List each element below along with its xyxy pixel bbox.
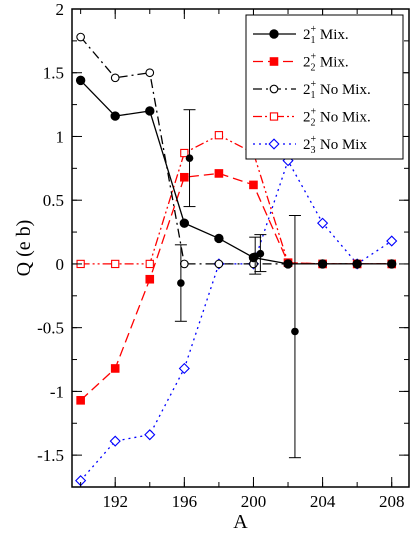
data-point (76, 32, 85, 42)
data-point (109, 435, 121, 447)
error-bar-point (174, 244, 187, 322)
y-axis-label: Q (e b) (13, 220, 35, 277)
error-bar-point (254, 234, 267, 273)
error-bar-point (288, 214, 301, 459)
data-point (180, 172, 189, 182)
data-point (386, 235, 398, 247)
data-point (111, 259, 120, 269)
data-point (283, 259, 293, 269)
legend-label: 22+ Mix. (303, 52, 349, 74)
x-axis-label: A (233, 511, 248, 533)
legend-entry: 22+ Mix. (253, 52, 349, 74)
experimental-point (256, 249, 265, 258)
error-bar-point (183, 109, 196, 208)
data-point (214, 169, 224, 178)
x-tick-label: 208 (379, 492, 405, 511)
x-tick-label: 200 (241, 492, 267, 511)
experimental-point (185, 154, 194, 162)
data-point (179, 259, 189, 269)
data-point (144, 429, 156, 441)
legend-label: 22+ No Mix. (303, 107, 371, 129)
legend-label: 21+ Mix. (303, 24, 349, 46)
series-line (80, 79, 392, 265)
data-point (75, 75, 86, 86)
legend: 21+ Mix. 22+ Mix. 21+ No Mix. 22+ No Mix. 23… (245, 14, 404, 160)
data-point (145, 274, 155, 284)
legend-marker (269, 84, 279, 94)
legend-label: 23+ No Mix (303, 134, 367, 156)
data-point (110, 364, 120, 373)
y-tick-label: -1.5 (37, 446, 64, 465)
data-point (214, 131, 224, 140)
experimental-point (177, 279, 185, 287)
x-tick-label: 192 (102, 492, 128, 511)
legend-marker (268, 138, 280, 150)
x-tick-label: 196 (172, 492, 198, 511)
legend-marker (269, 57, 279, 66)
plot-frame (71, 8, 410, 488)
legend-marker (269, 112, 279, 121)
y-tick-label: 0.5 (43, 191, 64, 210)
y-tick-label: -1 (50, 382, 64, 401)
data-point (214, 233, 224, 244)
legend-entry: 23+ No Mix (253, 134, 367, 156)
data-point (387, 259, 397, 269)
data-point (317, 259, 328, 269)
data-point (180, 148, 189, 158)
data-point (110, 73, 120, 83)
y-tick-label: 1.5 (43, 64, 64, 83)
series-line (80, 159, 393, 482)
y-tick-label: -0.5 (37, 319, 64, 338)
data-point (145, 259, 154, 269)
legend-entry: 21+ No Mix. (253, 79, 371, 101)
x-tick-label: 204 (310, 492, 336, 511)
data-point (145, 68, 155, 78)
data-point (249, 180, 258, 190)
error-bar-point (249, 236, 262, 275)
y-tick-label: 0 (56, 255, 65, 274)
legend-entry: 22+ No Mix. (253, 107, 371, 129)
data-point (76, 396, 85, 405)
data-point (317, 217, 329, 229)
y-tick-label: 2 (56, 0, 65, 19)
data-point (352, 259, 362, 269)
data-point (178, 362, 190, 375)
data-point (145, 106, 155, 116)
error-bars (174, 109, 301, 459)
experimental-point (291, 327, 299, 336)
y-axis-ticks: 2 1.5 1 0.5 0 -0.5 -1 -1.5 (37, 0, 409, 488)
data-point (110, 111, 120, 121)
legend-label: 21+ No Mix. (303, 79, 371, 101)
legend-marker (269, 29, 279, 39)
legend-entry: 21+ Mix. (253, 24, 349, 46)
data-point (214, 259, 224, 269)
y-tick-label: 1 (56, 127, 65, 146)
data-point (179, 218, 190, 228)
